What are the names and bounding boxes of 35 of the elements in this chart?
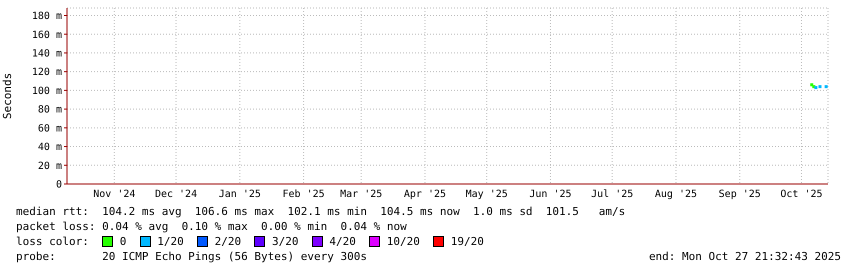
legend-label: 1/20 xyxy=(156,235,184,248)
text: packet loss: 0.04 % avg 0.10 % max 0.00 % min 0.04 % now xyxy=(16,219,408,234)
text: probe: 20 ICMP Echo Pings (56 Bytes) every 300s xyxy=(16,249,367,264)
x-tick-label: Jul '25 xyxy=(591,189,634,200)
y-tick-label: 100 m xyxy=(32,86,62,97)
x-tick-label: Feb '25 xyxy=(282,189,325,200)
legend-label: 3/20 xyxy=(270,235,298,248)
y-tick-label: 20 m xyxy=(38,160,62,172)
legend-label: 2/20 xyxy=(214,235,242,248)
x-tick-label: Aug '25 xyxy=(654,189,698,200)
legend-label: 19/20 xyxy=(450,235,484,248)
y-tick-label: 180 m xyxy=(32,11,62,22)
x-tick-label: Oct '25 xyxy=(780,189,823,200)
y-tick-label: 40 m xyxy=(38,142,62,154)
y-tick-label: 120 m xyxy=(32,67,62,78)
x-tick-label: Apr '25 xyxy=(404,189,446,200)
y-tick-label: 140 m xyxy=(32,48,62,60)
y-tick-label: 0 xyxy=(56,180,62,191)
x-tick-label: Sep '25 xyxy=(718,189,761,200)
y-tick-label: 160 m xyxy=(32,30,62,41)
legend-label: 0 xyxy=(118,235,126,248)
y-tick-label: 80 m xyxy=(38,104,62,116)
legend-label: 4/20 xyxy=(328,235,356,248)
x-tick-label: Jun '25 xyxy=(529,189,572,200)
x-tick-label: Mar '25 xyxy=(340,189,382,200)
legend-title: loss color: xyxy=(16,235,89,248)
y-axis-title: Seconds xyxy=(0,72,14,120)
legend-label: 10/20 xyxy=(386,235,420,248)
text: median rtt: 104.2 ms avg 106.6 ms max 102.1 ms min 104.5 ms now 1.0 ms sd 101.5 am/s xyxy=(16,204,626,219)
y-tick-label: 60 m xyxy=(38,123,62,134)
text: end: Mon Oct 27 21:32:43 2025 xyxy=(648,249,841,264)
x-tick-label: May '25 xyxy=(466,189,508,200)
x-tick-label: Dec '24 xyxy=(154,189,198,200)
x-tick-label: Nov '24 xyxy=(93,189,136,200)
x-tick-label: Jan '25 xyxy=(218,189,261,200)
